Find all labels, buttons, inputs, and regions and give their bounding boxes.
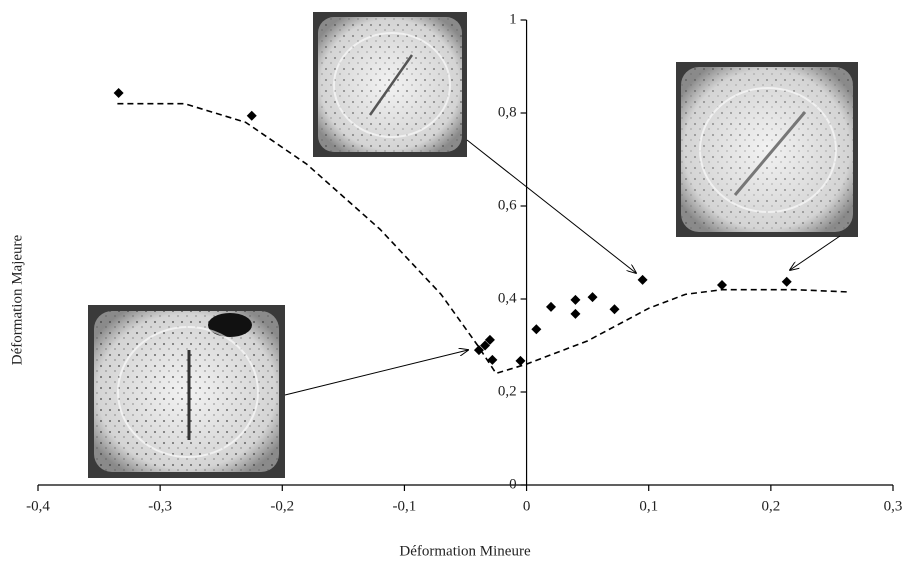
x-tick-label: 0 [523,498,531,514]
photo-top [313,12,467,157]
arrow [284,350,468,396]
point [487,354,498,365]
x-tick-label: 0,3 [884,498,903,514]
arrow [790,235,841,270]
x-axis-title: Déformation Mineure [399,543,531,559]
y-tick-label: 0,4 [498,290,517,306]
arrow [466,139,636,273]
y-axis-title: Déformation Majeure [9,234,25,365]
point [480,340,491,351]
point [781,276,792,287]
photo-right [676,62,858,237]
point [587,292,598,303]
curve [117,102,851,375]
y-tick-label: 0,8 [498,104,517,120]
point [609,304,620,315]
point [473,345,484,356]
x-tick-label: -0,2 [270,498,294,514]
y-tick-label: 0,6 [498,197,517,213]
x-tick-label: -0,3 [148,498,172,514]
y-tick-label: 0,2 [498,383,517,399]
x-tick-label: 0,2 [761,498,780,514]
x-tick-label: -0,1 [393,498,417,514]
point [717,280,727,291]
x-tick-label: 0,1 [639,498,658,514]
point [484,334,495,345]
photo-bottom [88,305,285,478]
point [113,88,124,99]
point [515,355,526,366]
point [531,324,542,335]
x-tick-label: -0,4 [26,498,50,514]
point [637,274,648,285]
point [570,294,581,305]
point [570,308,581,319]
point [546,301,556,312]
y-tick-label: 1 [509,11,517,27]
y-tick-label: 0 [509,476,517,492]
point [246,110,257,121]
